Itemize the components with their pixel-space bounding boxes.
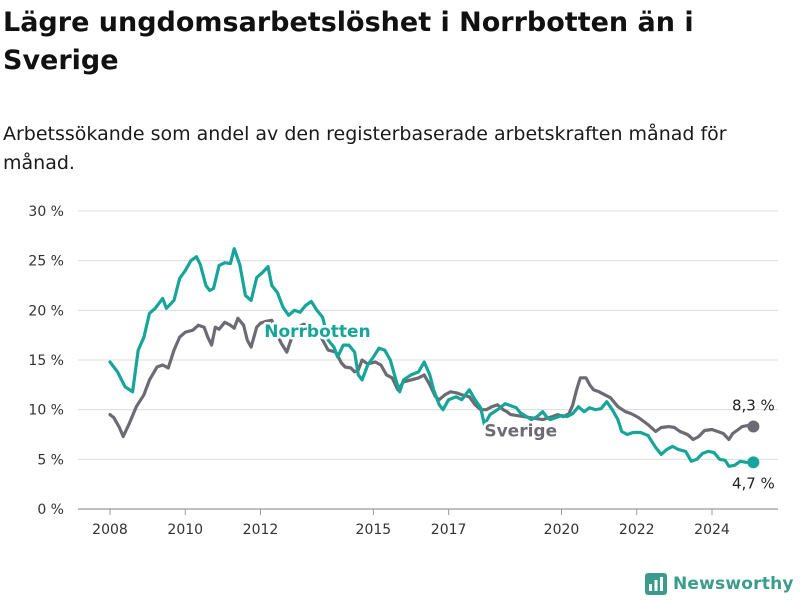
x-tick-label: 2010 bbox=[167, 522, 203, 538]
brand-logo: Newsworthy bbox=[645, 569, 794, 599]
series-end-point bbox=[747, 456, 760, 469]
series-line-norrbotten bbox=[108, 247, 755, 468]
x-axis-ticks: 2008 2010 2012 2015 2017 2020 2022 2024 bbox=[92, 509, 730, 538]
end-value-label: 4,7 % bbox=[732, 474, 775, 492]
x-tick-label: 2012 bbox=[243, 522, 279, 538]
series-labels: Norrbotten Sverige 8,3 % 4,7 % bbox=[262, 320, 775, 493]
y-tick-label: 20 % bbox=[28, 303, 64, 319]
y-tick-label: 15 % bbox=[28, 353, 64, 369]
series-name-label: Norrbotten bbox=[264, 322, 370, 342]
series-name-label: Sverige bbox=[484, 421, 557, 441]
x-tick-label: 2022 bbox=[619, 522, 655, 538]
x-tick-label: 2020 bbox=[544, 522, 580, 538]
x-tick-label: 2008 bbox=[92, 522, 128, 538]
series-lines bbox=[108, 247, 760, 469]
chart-subtitle: Arbetssökande som andel av den registerb… bbox=[3, 123, 727, 174]
y-tick-label: 0 % bbox=[37, 502, 64, 518]
y-tick-label: 25 % bbox=[28, 254, 64, 270]
x-tick-label: 2024 bbox=[694, 522, 730, 538]
y-axis-ticks: 0 % 5 % 10 % 15 % 20 % 25 % 30 % bbox=[28, 204, 64, 518]
y-tick-label: 30 % bbox=[28, 204, 64, 220]
x-tick-label: 2017 bbox=[431, 522, 467, 538]
chart-title: Lägre ungdomsarbetslöshet i Norrbotten ä… bbox=[3, 7, 694, 76]
brand-name: Newsworthy bbox=[673, 574, 794, 594]
series-line-sverige bbox=[108, 316, 755, 442]
bar-chart-logo-icon bbox=[645, 573, 667, 595]
grid-lines bbox=[78, 210, 778, 510]
series-end-point bbox=[747, 420, 760, 433]
end-value-label: 8,3 % bbox=[732, 397, 775, 415]
y-tick-label: 5 % bbox=[37, 452, 64, 468]
y-tick-label: 10 % bbox=[28, 403, 64, 419]
x-tick-label: 2015 bbox=[356, 522, 392, 538]
